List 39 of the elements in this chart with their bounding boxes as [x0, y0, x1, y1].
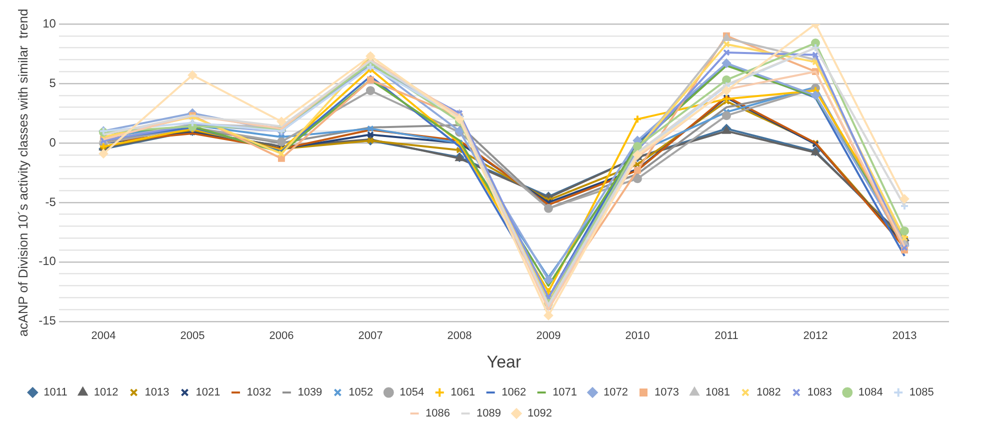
legend-label: 1011	[44, 386, 68, 399]
y-axis-title: acANP of Division 10´s activity classes with similar trend	[15, 8, 30, 337]
legend-label: 1086	[426, 408, 450, 420]
x-axis-title: Year	[486, 352, 522, 372]
x-tick-label: 2007	[358, 330, 383, 342]
legend-label: 1021	[196, 386, 220, 399]
x-tick-label: 2006	[269, 330, 294, 342]
legend-label: 1071	[552, 386, 578, 399]
legend-label: 1089	[476, 408, 501, 420]
x-tick-label: 2012	[803, 330, 828, 342]
legend-label: 1039	[298, 386, 322, 399]
legend-label: 1062	[502, 386, 526, 399]
legend-label: 1013	[144, 386, 170, 399]
legend-label: 1092	[527, 408, 552, 420]
x-tick-label: 2008	[447, 330, 472, 342]
legend-label: 1085	[909, 386, 934, 399]
x-tick-label: 2010	[625, 330, 650, 342]
y-tick-label: 10	[42, 16, 56, 30]
legend-label: 1073	[654, 386, 679, 399]
legend-label: 1032	[246, 386, 272, 399]
x-tick-label: 2004	[91, 330, 116, 342]
y-tick-label: -5	[45, 194, 56, 209]
x-tick-label: 2013	[892, 330, 917, 342]
legend-label: 1083	[807, 386, 832, 399]
legend-label: 1072	[604, 386, 628, 399]
x-tick-label: 2009	[536, 330, 561, 342]
x-tick-label: 2011	[714, 330, 738, 342]
y-tick-label: 0	[49, 135, 56, 150]
legend-label: 1081	[705, 386, 730, 399]
y-tick-label: -15	[38, 314, 56, 328]
legend-label: 1082	[756, 386, 781, 399]
legend-label: 1012	[94, 386, 118, 399]
x-tick-label: 2005	[180, 330, 205, 342]
legend-label: 1054	[400, 386, 424, 399]
legend-label: 1052	[348, 386, 374, 399]
legend-label: 1061	[450, 386, 476, 399]
y-tick-label: 5	[49, 76, 56, 90]
y-tick-label: -10	[38, 254, 56, 268]
legend-label: 1084	[858, 386, 883, 399]
